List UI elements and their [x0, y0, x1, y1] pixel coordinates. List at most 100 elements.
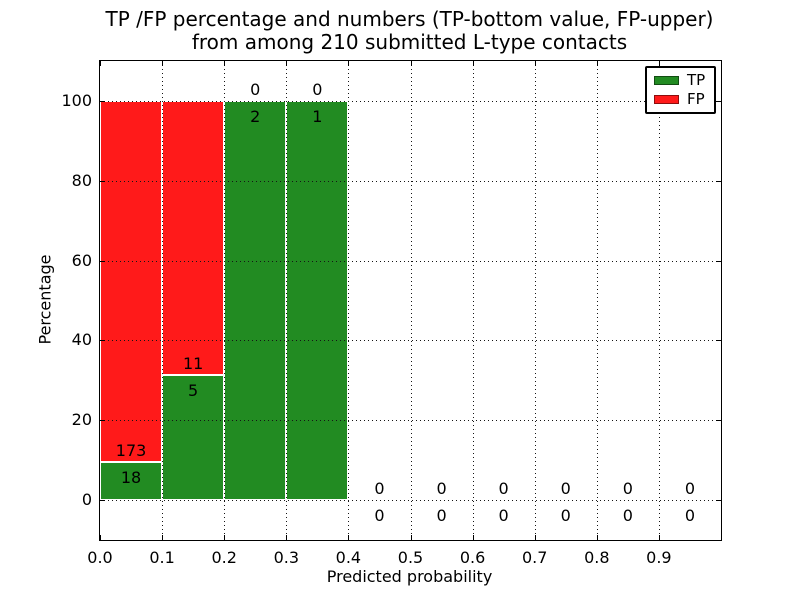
y-tick-mark	[716, 420, 721, 422]
tp-count-label: 0	[436, 506, 447, 526]
x-gridline	[224, 61, 226, 540]
x-tick-mark	[100, 535, 101, 540]
y-tick-mark	[716, 500, 721, 502]
x-gridline	[596, 61, 598, 540]
fp-count-label: 0	[250, 79, 261, 99]
tp-bar-segment	[162, 375, 225, 501]
x-tick-label: 0.9	[646, 548, 672, 567]
x-tick-label: 0.6	[459, 548, 486, 567]
x-tick-label: 0.3	[273, 548, 300, 567]
y-gridline	[100, 260, 721, 262]
plot-area: 0.0 0.1 0.2 0.3 0.4 0.5 0.6 0.7 0.8 0.9 0 20 40 60 80 1…	[61, 60, 722, 567]
fp-count-label: 0	[684, 479, 696, 499]
fp-count-label: 0	[498, 479, 509, 499]
fp-count-label: 0	[436, 479, 447, 499]
tp-bar-segment	[286, 100, 349, 501]
x-tick-mark	[596, 61, 598, 66]
x-tick-label: 0.5	[397, 548, 424, 567]
tp-count-label: 0	[622, 506, 633, 526]
x-tick-mark	[348, 61, 350, 66]
fp-legend-swatch	[654, 95, 679, 105]
y-gridline	[100, 340, 721, 342]
legend-label-tp: TP	[687, 70, 706, 89]
tp-legend-swatch	[654, 75, 679, 85]
x-tick-mark	[100, 61, 101, 66]
x-tick-label: 0.1	[149, 548, 175, 567]
x-tick-mark	[472, 61, 474, 66]
tp-count-label: 0	[374, 506, 385, 526]
fp-count-label: 0	[312, 79, 323, 99]
y-tick-label: 40	[71, 330, 92, 350]
tp-count-label: 1	[312, 106, 323, 126]
x-tick-mark	[162, 535, 164, 540]
tp-count-label: 2	[250, 106, 261, 126]
chart-title-line1: TP /FP percentage and numbers (TP-bottom…	[105, 7, 714, 31]
x-tick-mark	[472, 535, 474, 540]
y-tick-mark	[100, 100, 105, 102]
tp-bar-segment	[224, 100, 287, 501]
legend-entry-tp: TP	[654, 70, 714, 89]
x-tick-label: 0.7	[521, 548, 548, 567]
x-tick-mark	[534, 535, 536, 540]
y-tick-mark	[100, 420, 105, 422]
x-tick-label: 0.8	[584, 548, 610, 567]
legend-entry-fp: FP	[654, 92, 714, 107]
y-tick-mark	[100, 260, 105, 262]
x-gridline	[410, 61, 412, 540]
fp-count-label: 0	[622, 479, 633, 499]
y-axis-label: Percentage	[35, 254, 55, 345]
chart-title-line2: from among 210 submitted L-type contacts	[191, 30, 628, 54]
x-axis-label: Predicted probability	[326, 567, 493, 586]
x-tick-label: 0.0	[87, 548, 113, 567]
tp-count-label: 0	[560, 506, 571, 526]
x-tick-label: 0.4	[335, 548, 362, 567]
x-tick-mark	[534, 61, 536, 66]
x-tick-mark	[162, 61, 164, 66]
y-gridline	[100, 180, 721, 182]
x-tick-mark	[286, 535, 288, 540]
chart-title: TP /FP percentage and numbers (TP-bottom…	[99, 8, 720, 54]
y-tick-mark	[716, 340, 721, 342]
x-tick-mark	[224, 535, 226, 540]
fp-bar-segment	[100, 100, 163, 463]
y-gridline	[100, 420, 721, 422]
x-tick-label: 0.2	[211, 548, 237, 567]
fp-count-label: 11	[182, 354, 204, 374]
y-tick-mark	[716, 100, 721, 102]
tp-count-label: 0	[684, 506, 696, 526]
x-tick-mark	[410, 535, 412, 540]
y-tick-mark	[100, 340, 105, 342]
tp-count-label: 5	[188, 381, 199, 401]
y-tick-mark	[716, 180, 721, 182]
y-tick-label: 20	[71, 410, 92, 430]
legend: TP FP	[645, 66, 716, 114]
y-gridline	[100, 100, 721, 102]
x-gridline	[162, 61, 164, 540]
fp-count-label: 0	[374, 479, 385, 499]
tp-count-label: 0	[498, 506, 509, 526]
x-tick-mark	[596, 535, 598, 540]
legend-label-fp: FP	[687, 90, 705, 109]
x-gridline	[348, 61, 350, 540]
y-tick-mark	[100, 500, 105, 502]
tp-bar-segment	[100, 462, 163, 501]
x-gridline	[658, 61, 660, 540]
y-tick-label: 100	[61, 90, 92, 110]
x-gridline	[286, 61, 288, 540]
y-tick-label: 60	[71, 250, 92, 270]
y-tick-mark	[716, 260, 721, 262]
x-tick-mark	[348, 535, 350, 540]
x-tick-mark	[658, 61, 660, 66]
x-tick-mark	[410, 61, 412, 66]
x-gridline	[534, 61, 536, 540]
y-tick-label: 80	[71, 170, 92, 190]
x-tick-mark	[658, 535, 660, 540]
y-tick-mark	[100, 180, 105, 182]
fp-bar-segment	[162, 100, 225, 376]
x-gridline	[472, 61, 474, 540]
y-gridline	[100, 500, 721, 502]
x-tick-mark	[224, 61, 226, 66]
x-tick-mark	[286, 61, 288, 66]
fp-count-label: 173	[115, 441, 147, 461]
